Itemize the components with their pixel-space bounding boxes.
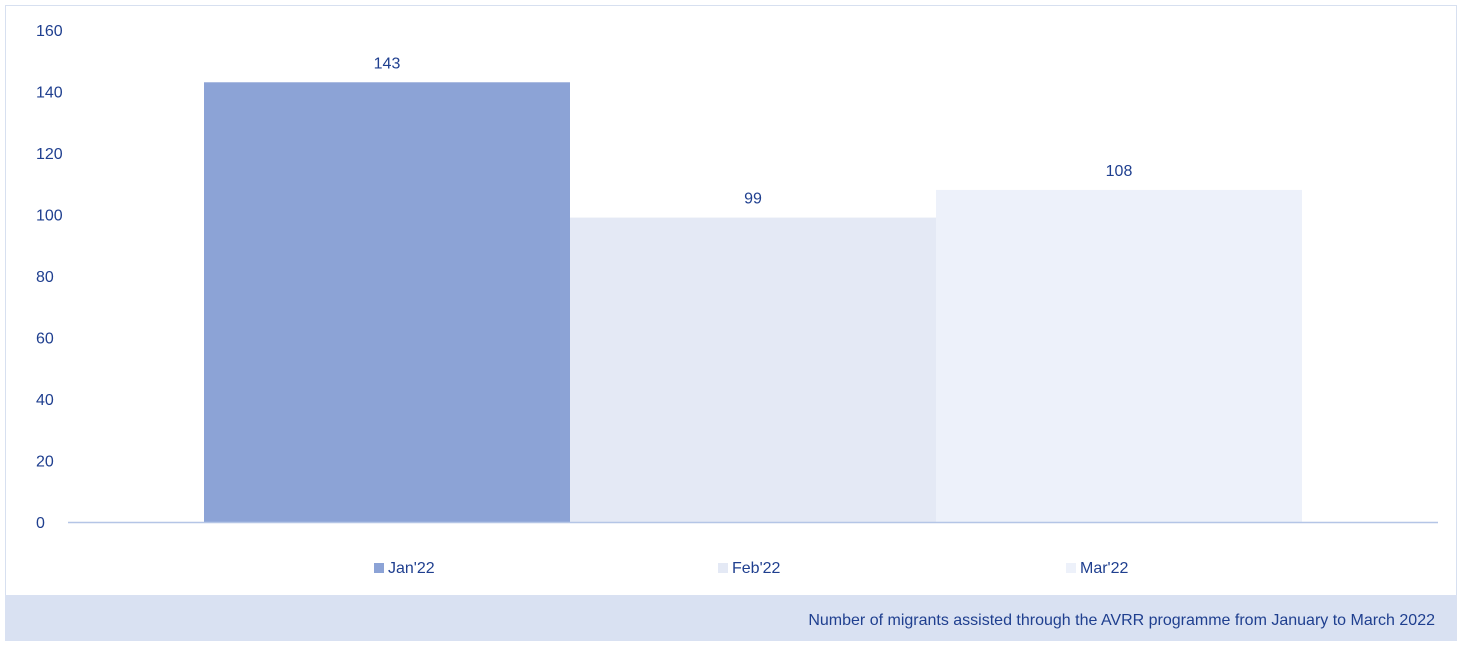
legend-swatch — [374, 563, 384, 573]
bar-chart: 0 20 40 60 80 100 120 140 160 143 99 108 Jan'22 Feb… — [36, 23, 1438, 577]
y-tick-label: 60 — [36, 331, 54, 348]
y-tick-label: 40 — [36, 392, 54, 409]
y-tick-label: 160 — [36, 23, 63, 40]
data-label: 143 — [374, 55, 401, 72]
data-label: 108 — [1106, 163, 1133, 180]
legend-swatch — [1066, 563, 1076, 573]
legend-item: Jan'22 — [374, 560, 435, 577]
bar-Feb'22 — [570, 217, 936, 522]
y-axis: 0 20 40 60 80 100 120 140 160 — [36, 23, 63, 532]
legend-label: Mar'22 — [1080, 560, 1129, 577]
bar-Mar'22 — [936, 189, 1302, 522]
y-tick-label: 140 — [36, 85, 63, 102]
bars — [204, 82, 1302, 523]
bar-Jan'22 — [204, 82, 570, 523]
y-tick-label: 80 — [36, 269, 54, 286]
y-tick-label: 120 — [36, 146, 63, 163]
y-tick-label: 20 — [36, 454, 54, 471]
data-label: 99 — [744, 191, 762, 208]
legend-swatch — [718, 563, 728, 573]
y-tick-label: 0 — [36, 515, 45, 532]
caption-bar: Number of migrants assisted through the … — [5, 595, 1457, 641]
legend-label: Feb'22 — [732, 560, 781, 577]
legend: Jan'22 Feb'22 Mar'22 — [374, 560, 1129, 577]
legend-label: Jan'22 — [388, 560, 435, 577]
legend-item: Mar'22 — [1066, 560, 1129, 577]
legend-item: Feb'22 — [718, 560, 781, 577]
chart-caption: Number of migrants assisted through the … — [808, 612, 1435, 629]
data-labels: 143 99 108 — [374, 55, 1133, 207]
y-tick-label: 100 — [36, 208, 63, 225]
